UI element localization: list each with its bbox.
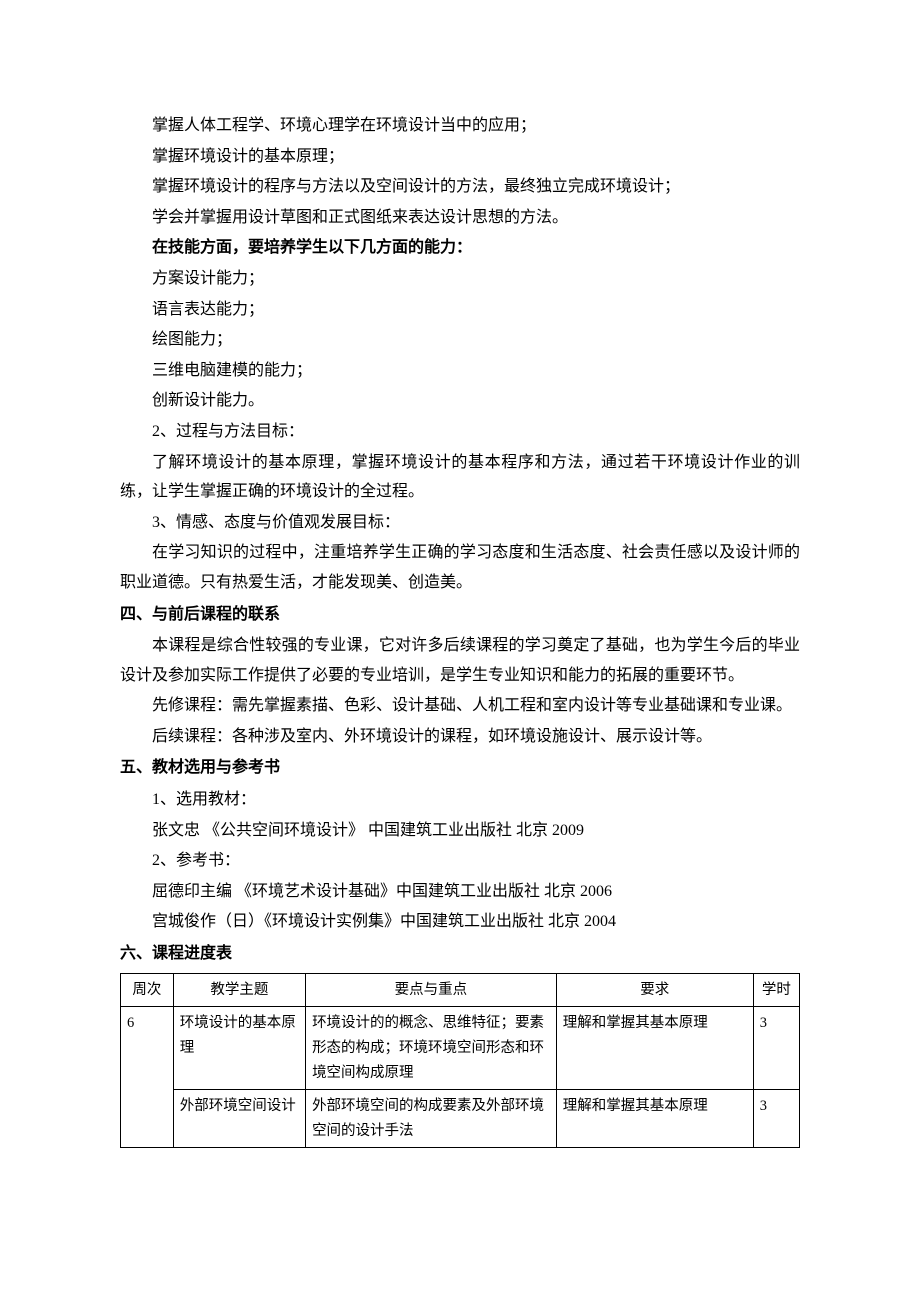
- skill-item: 语言表达能力；: [120, 295, 800, 325]
- body-line: 掌握环境设计的程序与方法以及空间设计的方法，最终独立完成环境设计；: [120, 172, 800, 202]
- cell-req: 理解和掌握其基本原理: [556, 1007, 753, 1090]
- skill-item: 绘图能力；: [120, 325, 800, 355]
- table-row: 6 环境设计的基本原理 环境设计的的概念、思维特征；要素形态的构成；环境环境空间…: [121, 1007, 800, 1090]
- section4-p1: 本课程是综合性较强的专业课，它对许多后续课程的学习奠定了基础，也为学生今后的毕业…: [120, 631, 800, 690]
- goal3-text: 在学习知识的过程中，注重培养学生正确的学习态度和生活态度、社会责任感以及设计师的…: [120, 538, 800, 597]
- section5-line: 1、选用教材：: [120, 785, 800, 815]
- section5-heading: 五、教材选用与参考书: [120, 753, 800, 783]
- col-points-header: 要点与重点: [306, 973, 557, 1007]
- document-page: 掌握人体工程学、环境心理学在环境设计当中的应用； 掌握环境设计的基本原理； 掌握…: [0, 0, 920, 1302]
- cell-topic: 环境设计的基本原理: [173, 1007, 305, 1090]
- cell-hours: 3: [753, 1007, 799, 1090]
- section6-heading: 六、课程进度表: [120, 939, 800, 969]
- section5-line: 2、参考书：: [120, 846, 800, 876]
- section4-p2: 先修课程：需先掌握素描、色彩、设计基础、人机工程和室内设计等专业基础课和专业课。: [120, 691, 800, 721]
- table-row: 外部环境空间设计 外部环境空间的构成要素及外部环境空间的设计手法 理解和掌握其基…: [121, 1090, 800, 1148]
- cell-topic: 外部环境空间设计: [173, 1090, 305, 1148]
- table-header-row: 周次 教学主题 要点与重点 要求 学时: [121, 973, 800, 1007]
- schedule-table: 周次 教学主题 要点与重点 要求 学时 6 环境设计的基本原理 环境设计的的概念…: [120, 973, 800, 1149]
- col-hours-header: 学时: [753, 973, 799, 1007]
- col-req-header: 要求: [556, 973, 753, 1007]
- cell-hours: 3: [753, 1090, 799, 1148]
- body-line: 学会并掌握用设计草图和正式图纸来表达设计思想的方法。: [120, 203, 800, 233]
- section5-line: 屈德印主编 《环境艺术设计基础》中国建筑工业出版社 北京 2006: [120, 877, 800, 907]
- goal3-title: 3、情感、态度与价值观发展目标：: [120, 508, 800, 538]
- skills-heading: 在技能方面，要培养学生以下几方面的能力：: [120, 233, 800, 263]
- skill-item: 方案设计能力；: [120, 264, 800, 294]
- goal2-text: 了解环境设计的基本原理，掌握环境设计的基本程序和方法，通过若干环境设计作业的训练…: [120, 448, 800, 507]
- section5-line: 宫城俊作（日）《环境设计实例集》中国建筑工业出版社 北京 2004: [120, 907, 800, 937]
- body-line: 掌握环境设计的基本原理；: [120, 142, 800, 172]
- cell-points: 环境设计的的概念、思维特征；要素形态的构成；环境环境空间形态和环境空间构成原理: [306, 1007, 557, 1090]
- body-line: 掌握人体工程学、环境心理学在环境设计当中的应用；: [120, 111, 800, 141]
- col-topic-header: 教学主题: [173, 973, 305, 1007]
- cell-points: 外部环境空间的构成要素及外部环境空间的设计手法: [306, 1090, 557, 1148]
- cell-req: 理解和掌握其基本原理: [556, 1090, 753, 1148]
- skill-item: 三维电脑建模的能力；: [120, 356, 800, 386]
- col-week-header: 周次: [121, 973, 174, 1007]
- section5-line: 张文忠 《公共空间环境设计》 中国建筑工业出版社 北京 2009: [120, 816, 800, 846]
- section4-heading: 四、与前后课程的联系: [120, 600, 800, 630]
- goal2-title: 2、过程与方法目标：: [120, 417, 800, 447]
- skill-item: 创新设计能力。: [120, 386, 800, 416]
- cell-week: 6: [121, 1007, 174, 1148]
- section4-p3: 后续课程：各种涉及室内、外环境设计的课程，如环境设施设计、展示设计等。: [120, 722, 800, 752]
